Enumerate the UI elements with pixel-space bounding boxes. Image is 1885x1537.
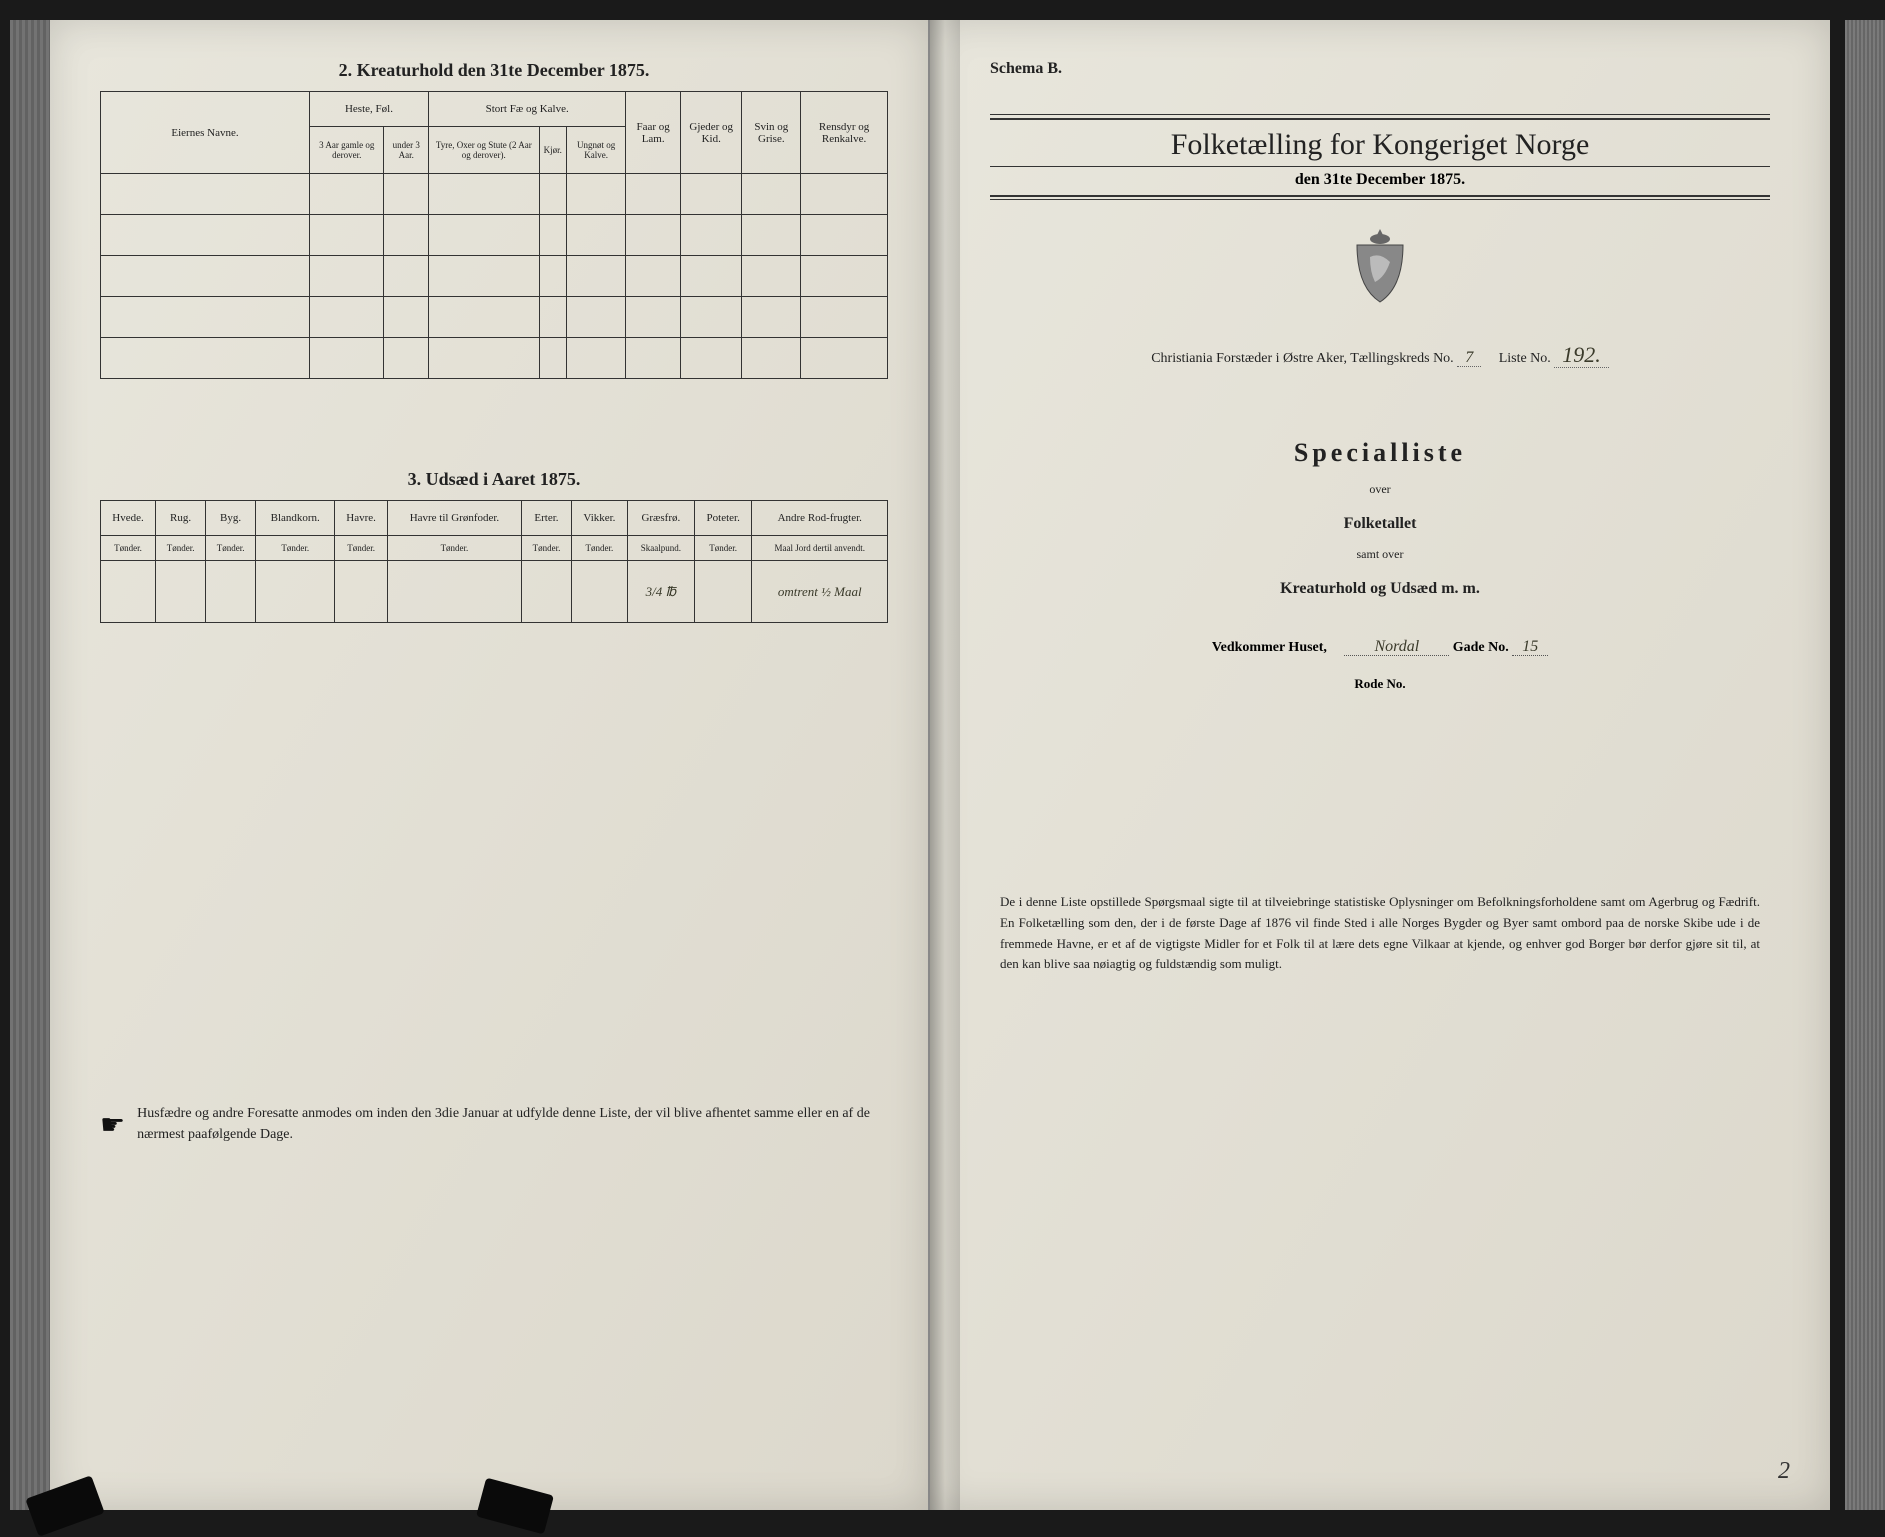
kreatur-label: Kreaturhold og Udsæd m. m.: [990, 580, 1770, 598]
seed-table: Hvede.Rug.Byg.Blandkorn.Havre.Havre til …: [100, 500, 888, 623]
col-pigs: Svin og Grise.: [742, 92, 801, 174]
table-row: [101, 174, 888, 215]
sub-c2: Kjør.: [539, 127, 566, 174]
vedkommer-label: Vedkommer Huset,: [1212, 640, 1327, 655]
seed-col-header: Hvede.: [101, 501, 156, 536]
seed-col-header: Vikker.: [572, 501, 628, 536]
liste-no: 192.: [1554, 342, 1609, 368]
kreds-no: 7: [1457, 349, 1481, 367]
grp-horses: Heste, Føl.: [310, 92, 429, 127]
sub-c1: Tyre, Oxer og Stute (2 Aar og derover).: [428, 127, 539, 174]
seed-cell: omtrent ½ Maal: [752, 561, 888, 623]
census-title: Folketælling for Kongeriget Norge: [990, 118, 1770, 167]
seed-col-subheader: Skaalpund.: [627, 536, 694, 561]
seed-col-header: Havre til Grønfoder.: [387, 501, 521, 536]
seed-cell: [572, 561, 628, 623]
district-line: Christiania Forstæder i Østre Aker, Tæll…: [990, 342, 1770, 368]
house-row: Vedkommer Huset, Nordal Gade No. 15: [990, 638, 1770, 656]
seed-col-subheader: Tønder.: [206, 536, 256, 561]
gade-label: Gade No.: [1453, 640, 1509, 655]
livestock-table: Eiernes Navne. Heste, Føl. Stort Fæ og K…: [100, 91, 888, 379]
col-sheep: Faar og Lam.: [626, 92, 681, 174]
book-binding: [930, 20, 960, 1510]
folketallet-label: Folketallet: [990, 515, 1770, 533]
seed-col-header: Poteter.: [694, 501, 752, 536]
coat-of-arms-icon: [990, 227, 1770, 322]
rode-label: Rode No.: [990, 676, 1770, 692]
pointing-hand-icon: ☛: [100, 1105, 125, 1147]
table-row: [101, 338, 888, 379]
gade-no: 15: [1512, 638, 1548, 656]
house-name: Nordal: [1344, 638, 1449, 656]
table-row: [101, 215, 888, 256]
page-stack-right: [1845, 20, 1885, 1510]
page-number: 2: [1778, 1458, 1790, 1485]
seed-col-header: Blandkorn.: [256, 501, 335, 536]
seed-cell: [694, 561, 752, 623]
seed-col-subheader: Maal Jord dertil anvendt.: [752, 536, 888, 561]
table-row: [101, 297, 888, 338]
seed-col-header: Græsfrø.: [627, 501, 694, 536]
seed-col-header: Andre Rod-frugter.: [752, 501, 888, 536]
right-page: Schema B. Folketælling for Kongeriget No…: [930, 20, 1830, 1510]
seed-col-subheader: Tønder.: [101, 536, 156, 561]
seed-col-subheader: Tønder.: [335, 536, 388, 561]
seed-cell: [387, 561, 521, 623]
seed-col-subheader: Tønder.: [694, 536, 752, 561]
page-stack-left: [10, 20, 50, 1510]
seed-cell: [521, 561, 571, 623]
seed-col-header: Erter.: [521, 501, 571, 536]
seed-cell: [256, 561, 335, 623]
table-row: [101, 256, 888, 297]
left-footer: ☛ Husfædre og andre Foresatte anmodes om…: [100, 1103, 888, 1147]
section3-title: 3. Udsæd i Aaret 1875.: [100, 469, 888, 490]
samtover-label: samt over: [990, 547, 1770, 562]
sub-c3: Ungnøt og Kalve.: [566, 127, 625, 174]
seed-col-subheader: Tønder.: [572, 536, 628, 561]
footer-text: Husfædre og andre Foresatte anmodes om i…: [137, 1103, 888, 1145]
seed-col-header: Rug.: [156, 501, 206, 536]
seed-cell: 3/4 ℔: [627, 561, 694, 623]
district-prefix: Christiania Forstæder i Østre Aker, Tæll…: [1151, 351, 1454, 366]
seed-cell: [101, 561, 156, 623]
section2-title: 2. Kreaturhold den 31te December 1875.: [100, 60, 888, 81]
seed-col-subheader: Tønder.: [156, 536, 206, 561]
seed-cell: [206, 561, 256, 623]
seed-cell: [156, 561, 206, 623]
seed-col-header: Havre.: [335, 501, 388, 536]
liste-label: Liste No.: [1499, 351, 1551, 366]
right-footer-text: De i denne Liste opstillede Spørgsmaal s…: [990, 892, 1770, 975]
seed-col-subheader: Tønder.: [256, 536, 335, 561]
schema-label: Schema B.: [990, 60, 1770, 78]
left-page: 2. Kreaturhold den 31te December 1875. E…: [50, 20, 930, 1510]
seed-col-subheader: Tønder.: [521, 536, 571, 561]
grp-cattle: Stort Fæ og Kalve.: [428, 92, 625, 127]
col-goats: Gjeder og Kid.: [680, 92, 741, 174]
seed-col-header: Byg.: [206, 501, 256, 536]
specialliste-heading: Specialliste: [990, 438, 1770, 468]
col-owners: Eiernes Navne.: [101, 92, 310, 174]
sub-h2: under 3 Aar.: [384, 127, 428, 174]
col-reindeer: Rensdyr og Renkalve.: [801, 92, 888, 174]
sub-h1: 3 Aar gamle og derover.: [310, 127, 384, 174]
seed-cell: [335, 561, 388, 623]
seed-col-subheader: Tønder.: [387, 536, 521, 561]
census-subtitle: den 31te December 1875.: [990, 171, 1770, 197]
over-label: over: [990, 482, 1770, 497]
